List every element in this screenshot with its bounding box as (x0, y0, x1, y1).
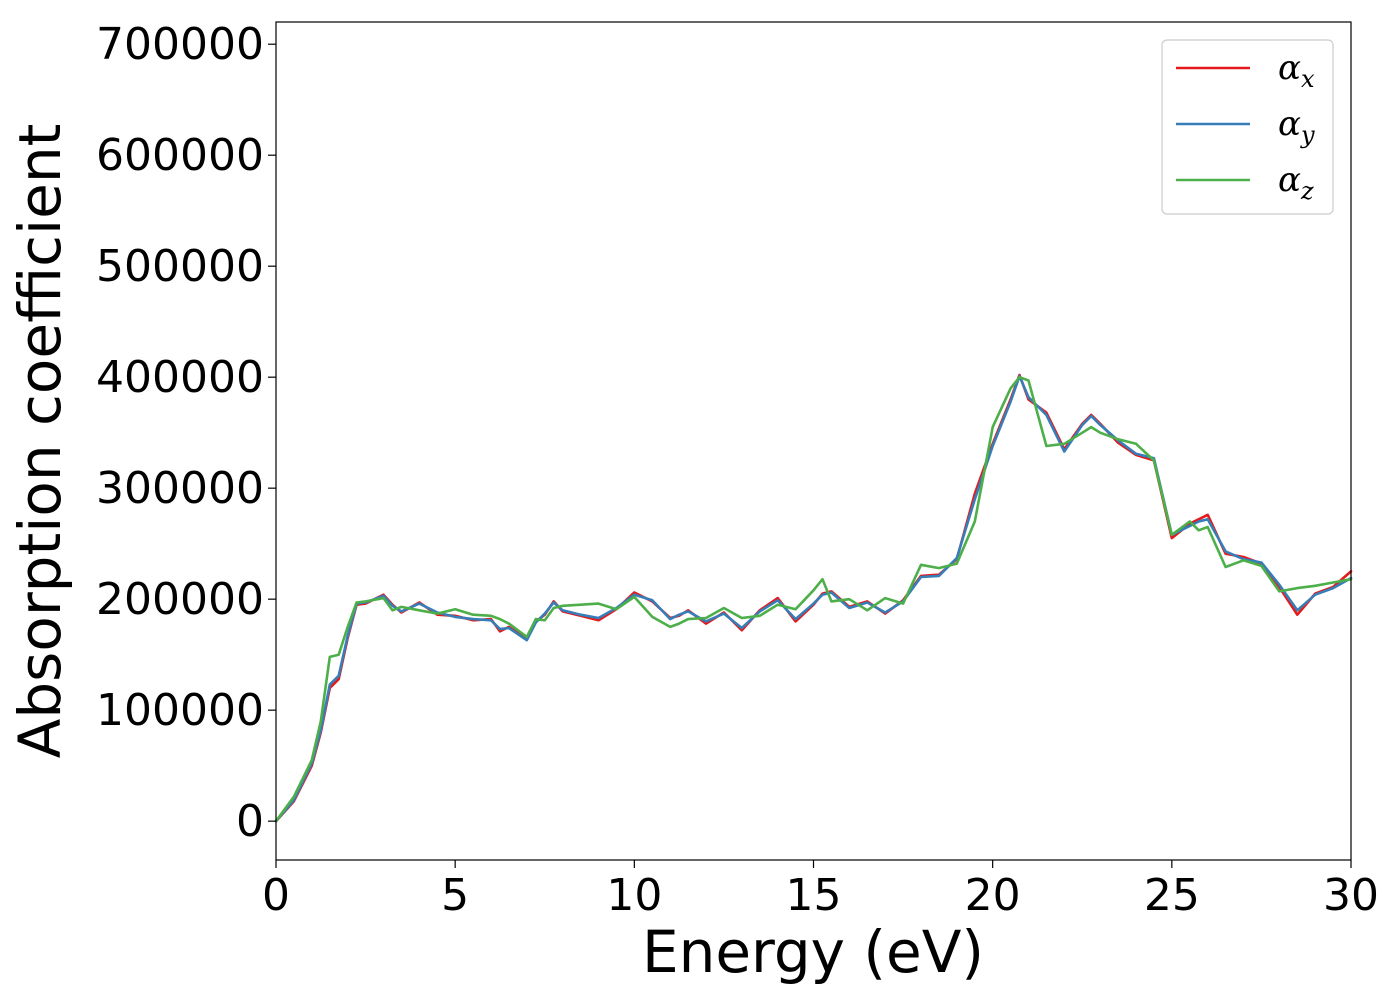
series-line-3 (274, 375, 1353, 823)
y-tick-label: 700000 (96, 19, 264, 70)
legend-box (1161, 39, 1334, 215)
legend-label-2: αy (1278, 104, 1315, 149)
y-tick-label: 500000 (96, 241, 264, 292)
legend-label-3: αz (1278, 160, 1314, 205)
y-tick-label: 200000 (96, 574, 264, 625)
legend-symbol: α (1278, 48, 1301, 88)
x-tick-label: 20 (965, 870, 1021, 921)
y-tick-label: 400000 (96, 352, 264, 403)
legend-subscript: y (1300, 121, 1315, 149)
x-tick-label: 30 (1323, 870, 1379, 921)
legend-symbol: α (1278, 104, 1301, 144)
x-tick-label: 25 (1144, 870, 1200, 921)
x-tick-label: 10 (606, 870, 662, 921)
y-axis-label: Absorption coefficient (6, 124, 74, 759)
legend-subscript: x (1301, 65, 1315, 93)
x-tick-label: 5 (441, 870, 469, 921)
x-axis: 0 5 10 15 20 25 30 (262, 860, 1379, 921)
x-tick-label: 0 (262, 870, 290, 921)
legend-subscript: z (1300, 177, 1314, 205)
legend-label-1: αx (1278, 48, 1315, 93)
legend-symbol: α (1278, 160, 1301, 200)
series-layer (274, 373, 1353, 823)
series-line-1 (274, 373, 1353, 823)
x-tick-label: 15 (786, 870, 842, 921)
y-tick-label: 100000 (96, 685, 264, 736)
x-axis-label: Energy (eV) (642, 918, 984, 986)
y-axis: 0 100000 200000 300000 400000 500000 600000 700… (96, 19, 276, 847)
y-tick-label: 600000 (96, 130, 264, 181)
series-line-2 (274, 374, 1353, 823)
y-tick-label: 0 (236, 796, 264, 847)
y-tick-label: 300000 (96, 463, 264, 514)
